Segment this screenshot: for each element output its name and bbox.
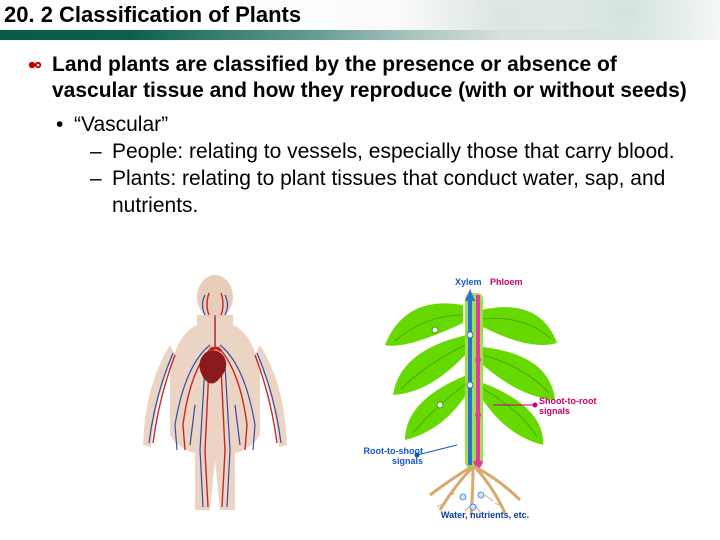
plant-vascular-figure: Xylem Phloem Shoot-to-root signals Root-… xyxy=(345,275,605,525)
xylem-label: Xylem xyxy=(455,277,482,287)
disc-bullet-icon: • xyxy=(56,111,74,138)
water-nutrients-label: Water, nutrients, etc. xyxy=(440,511,530,520)
dash-bullet-icon: – xyxy=(90,165,112,220)
root-to-shoot-label: Root-to-shoot signals xyxy=(363,447,423,467)
slide-header: 20. 2 Classification of Plants xyxy=(0,0,720,42)
phloem-label: Phloem xyxy=(490,277,523,287)
main-bullet-item: Land plants are classified by the presen… xyxy=(28,52,692,105)
main-bullet-text: Land plants are classified by the presen… xyxy=(52,52,692,105)
dash-bullet-icon: – xyxy=(90,138,112,165)
sub-sub-bullet-plants: – Plants: relating to plant tissues that… xyxy=(90,165,692,220)
slide-title: 20. 2 Classification of Plants xyxy=(4,2,301,28)
human-circulatory-figure xyxy=(115,275,315,515)
sub-sub-text-people: People: relating to vessels, especially … xyxy=(112,138,675,165)
sub-sub-text-plants: Plants: relating to plant tissues that c… xyxy=(112,165,692,220)
sub-bullet-text: “Vascular” xyxy=(74,113,168,136)
figure-row: Xylem Phloem Shoot-to-root signals Root-… xyxy=(0,275,720,540)
slide-content: Land plants are classified by the presen… xyxy=(0,42,720,220)
sub-bullet-vascular: •“Vascular” xyxy=(56,111,692,138)
shoot-to-root-label: Shoot-to-root signals xyxy=(539,397,601,417)
header-accent-band xyxy=(0,30,720,40)
red-arrow-bullet-icon xyxy=(28,52,44,71)
sub-sub-bullet-people: – People: relating to vessels, especiall… xyxy=(90,138,692,165)
